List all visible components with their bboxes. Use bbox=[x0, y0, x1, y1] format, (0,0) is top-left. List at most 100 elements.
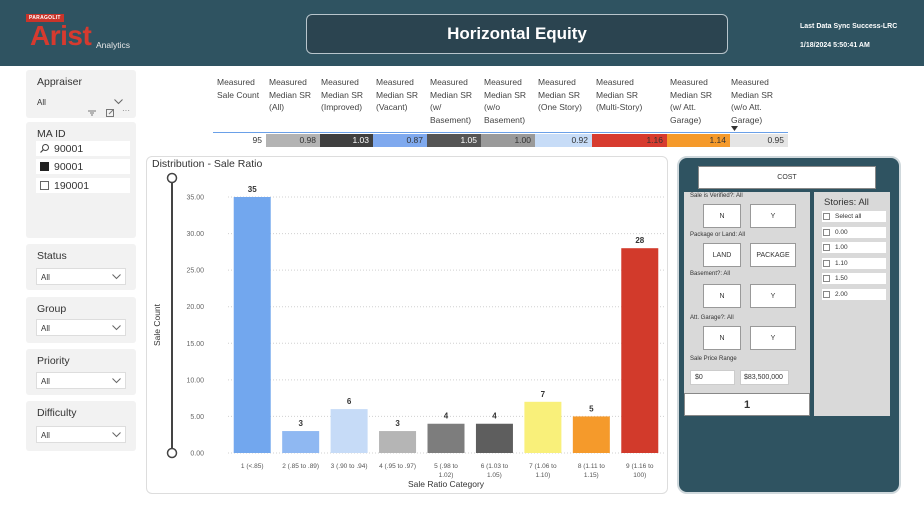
data-label: 6 bbox=[347, 397, 352, 406]
header-bar: PARAGOLIT Arist Analytics Horizontal Equ… bbox=[0, 0, 924, 66]
bar[interactable] bbox=[621, 248, 659, 453]
garage-y-button[interactable]: Y bbox=[750, 326, 796, 350]
story-option[interactable]: 0.00 bbox=[822, 226, 886, 238]
slicer-ma-id: MA ID 90001 90001 190001 bbox=[26, 122, 136, 238]
focus-mode-icon[interactable] bbox=[106, 109, 114, 117]
story-option-label: 1.10 bbox=[835, 259, 848, 267]
chevron-down-icon[interactable] bbox=[114, 99, 123, 105]
y-tick-label: 30.00 bbox=[186, 231, 204, 238]
x-tick-label: 9 (1.16 to bbox=[626, 463, 654, 470]
checkbox-icon[interactable] bbox=[823, 290, 830, 298]
ma-id-option-1[interactable]: 90001 bbox=[36, 159, 130, 174]
metric-header-line: Measured bbox=[217, 77, 255, 87]
data-label: 3 bbox=[298, 419, 303, 428]
ma-id-option-label: 90001 bbox=[54, 160, 84, 173]
group-value: All bbox=[41, 324, 50, 333]
metric-header-line: Measured bbox=[484, 77, 522, 87]
ma-id-search-value: 90001 bbox=[54, 142, 84, 155]
bar[interactable] bbox=[427, 423, 465, 453]
story-option[interactable]: 1.10 bbox=[822, 257, 886, 269]
bar[interactable] bbox=[524, 401, 562, 453]
package-button[interactable]: PACKAGE bbox=[750, 243, 796, 267]
checkbox-icon[interactable] bbox=[823, 213, 830, 220]
x-tick-label: 8 (1.11 to bbox=[578, 463, 605, 470]
price-max-input[interactable]: $83,500,000 bbox=[740, 370, 789, 385]
data-label: 7 bbox=[541, 390, 546, 399]
metric-header-line: (Improved) bbox=[321, 102, 363, 112]
verified-y-button[interactable]: Y bbox=[750, 204, 796, 228]
metric-header[interactable]: Measured Median SR (Vacant) bbox=[376, 76, 418, 114]
garage-n-button[interactable]: N bbox=[703, 326, 741, 350]
metric-header[interactable]: Measured Median SR (w/Basement) bbox=[430, 76, 472, 126]
checkbox-checked-icon[interactable] bbox=[40, 162, 49, 171]
story-option-label: 0.00 bbox=[835, 228, 848, 236]
chevron-down-icon[interactable] bbox=[112, 378, 121, 384]
checkbox-icon[interactable] bbox=[823, 228, 830, 236]
bar[interactable] bbox=[475, 423, 513, 453]
basement-n-button[interactable]: N bbox=[703, 284, 741, 308]
metric-header[interactable]: Measured Sale Count bbox=[217, 76, 259, 101]
chevron-down-icon[interactable] bbox=[112, 432, 121, 438]
metric-value: 95 bbox=[213, 134, 266, 147]
group-dropdown[interactable]: All bbox=[36, 319, 126, 336]
cost-button[interactable]: COST bbox=[698, 166, 876, 189]
story-option[interactable]: Select all bbox=[822, 211, 886, 222]
metric-header[interactable]: Measured Median SR (Multi-Story) bbox=[596, 76, 642, 114]
checkbox-icon[interactable] bbox=[823, 244, 830, 251]
difficulty-dropdown[interactable]: All bbox=[36, 426, 126, 443]
metric-header-line: Median SR bbox=[731, 89, 774, 100]
filter-icon[interactable] bbox=[88, 110, 96, 116]
x-tick-label: 1.15) bbox=[584, 472, 599, 479]
y-tick-label: 0.00 bbox=[190, 451, 204, 458]
basement-y-button[interactable]: Y bbox=[750, 284, 796, 308]
metric-header[interactable]: Measured Median SR (w/o Basement) bbox=[484, 76, 526, 126]
x-tick-label: 5 (.98 to bbox=[434, 463, 458, 470]
logo-wordmark: Arist bbox=[30, 20, 92, 51]
package-filter-label: Package or Land: All bbox=[690, 232, 746, 238]
sort-descending-icon[interactable] bbox=[731, 126, 738, 131]
metric-header-line: Measured bbox=[538, 77, 576, 87]
metric-header[interactable]: Measured Median SR (One Story) bbox=[538, 76, 582, 114]
bar[interactable] bbox=[572, 416, 610, 453]
slicer-appraiser: Appraiser All ··· bbox=[26, 70, 136, 118]
bar[interactable] bbox=[282, 431, 320, 453]
chevron-down-icon[interactable] bbox=[112, 325, 121, 331]
appraiser-dropdown[interactable]: All bbox=[37, 98, 46, 107]
ma-id-search-input[interactable]: 90001 bbox=[36, 141, 130, 156]
verified-n-button[interactable]: N bbox=[703, 204, 741, 228]
ma-id-option-2[interactable]: 190001 bbox=[36, 178, 130, 193]
zoom-slider-handle-bottom[interactable] bbox=[166, 447, 178, 459]
zoom-slider-handle-top[interactable] bbox=[166, 172, 178, 184]
checkbox-icon[interactable] bbox=[40, 181, 49, 190]
story-option[interactable]: 1.00 bbox=[822, 242, 886, 253]
bar[interactable] bbox=[233, 197, 271, 453]
price-min-input[interactable]: $0 bbox=[690, 370, 735, 385]
y-tick-label: 15.00 bbox=[186, 341, 204, 348]
chevron-down-icon[interactable] bbox=[112, 274, 121, 280]
metric-header[interactable]: Measured Median SR (w/o Att. Garage) bbox=[731, 76, 773, 126]
story-option[interactable]: 1.50 bbox=[822, 273, 886, 284]
status-dropdown[interactable]: All bbox=[36, 268, 126, 285]
difficulty-value: All bbox=[41, 431, 50, 440]
sync-status: Last Data Sync Success-LRC 1/18/2024 5:5… bbox=[800, 17, 897, 55]
x-tick-label: 2 (.85 to .89) bbox=[282, 463, 319, 470]
metric-header[interactable]: Measured Median SR (Improved) bbox=[321, 76, 363, 114]
metric-header-line: (w/ Att. bbox=[670, 102, 696, 112]
x-tick-label: 4 (.95 to .97) bbox=[379, 463, 416, 470]
priority-dropdown[interactable]: All bbox=[36, 372, 126, 389]
stories-title: Stories: All bbox=[824, 197, 869, 208]
checkbox-icon[interactable] bbox=[823, 259, 830, 267]
story-option[interactable]: 2.00 bbox=[822, 288, 886, 300]
basement-filter-label: Basement?: All bbox=[690, 271, 731, 277]
metric-value: 1.00 bbox=[481, 134, 535, 147]
metric-header[interactable]: Measured Median SR (All) bbox=[269, 76, 311, 114]
more-options-icon[interactable]: ··· bbox=[122, 106, 130, 115]
bar[interactable] bbox=[379, 431, 417, 453]
checkbox-icon[interactable] bbox=[823, 275, 830, 282]
metric-header[interactable]: Measured Median SR (w/ Att. Garage) bbox=[670, 76, 712, 126]
metric-value: 1.03 bbox=[320, 134, 373, 147]
land-button[interactable]: LAND bbox=[703, 243, 741, 267]
bar[interactable] bbox=[330, 409, 368, 453]
y-tick-label: 5.00 bbox=[190, 414, 204, 421]
x-tick-label: 1.10) bbox=[535, 472, 550, 479]
